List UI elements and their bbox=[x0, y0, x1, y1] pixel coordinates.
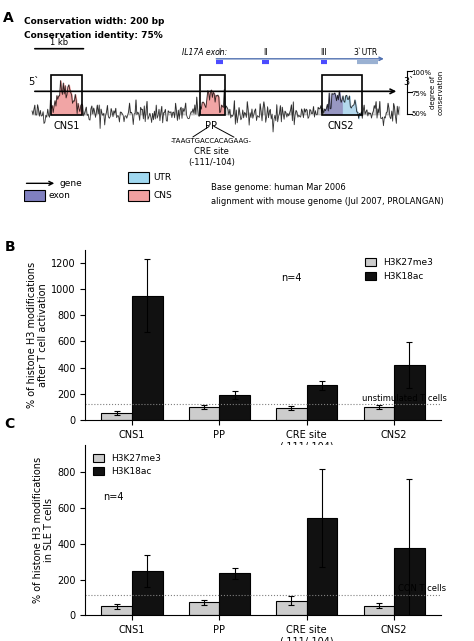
Text: III: III bbox=[320, 49, 328, 58]
Text: 3`UTR: 3`UTR bbox=[354, 49, 378, 58]
Text: PP: PP bbox=[205, 122, 218, 131]
Text: CNS2: CNS2 bbox=[328, 122, 354, 131]
Bar bbox=[200, 74, 225, 115]
Text: CON T cells: CON T cells bbox=[398, 584, 447, 593]
Text: CRE site: CRE site bbox=[194, 147, 229, 156]
Text: CNS1: CNS1 bbox=[53, 122, 80, 131]
Bar bbox=[51, 74, 82, 115]
Bar bbox=[101, 606, 132, 615]
Bar bbox=[394, 548, 425, 615]
Text: gene: gene bbox=[59, 179, 82, 188]
Text: 5`: 5` bbox=[28, 77, 39, 87]
Bar bbox=[219, 573, 250, 615]
Text: CNS: CNS bbox=[153, 191, 172, 200]
Text: -TAAGTGACCACAGAAG-: -TAAGTGACCACAGAAG- bbox=[171, 138, 252, 144]
Legend: H3K27me3, H3K18ac: H3K27me3, H3K18ac bbox=[361, 254, 436, 285]
Bar bbox=[101, 413, 132, 420]
Bar bbox=[189, 407, 219, 420]
Bar bbox=[24, 190, 45, 201]
Text: Base genome: human Mar 2006: Base genome: human Mar 2006 bbox=[211, 183, 346, 192]
Text: unstimulated T cells: unstimulated T cells bbox=[362, 394, 447, 403]
Text: Conservation width: 200 bp: Conservation width: 200 bp bbox=[24, 17, 164, 26]
Bar bbox=[394, 365, 425, 420]
Bar bbox=[364, 408, 394, 420]
Text: I: I bbox=[219, 49, 221, 58]
Text: 50%: 50% bbox=[411, 111, 427, 117]
Y-axis label: % of histone H3 modifications
in SLE T cells: % of histone H3 modifications in SLE T c… bbox=[33, 458, 55, 603]
Text: C: C bbox=[5, 417, 15, 431]
Bar bbox=[189, 603, 219, 615]
Text: Conservation identity: 75%: Conservation identity: 75% bbox=[24, 31, 163, 40]
Bar bbox=[307, 518, 337, 615]
Bar bbox=[132, 296, 163, 420]
Bar bbox=[276, 601, 307, 615]
Bar bbox=[219, 395, 250, 420]
Text: alignment with mouse genome (Jul 2007, PROLANGAN): alignment with mouse genome (Jul 2007, P… bbox=[211, 197, 444, 206]
Text: degree of
conservation: degree of conservation bbox=[430, 70, 443, 115]
Text: exon: exon bbox=[49, 191, 71, 200]
Text: A: A bbox=[3, 10, 14, 24]
Bar bbox=[322, 74, 362, 115]
Text: B: B bbox=[5, 240, 15, 254]
Text: 75%: 75% bbox=[411, 90, 427, 97]
Text: 1 kb: 1 kb bbox=[50, 38, 68, 47]
Text: n=4: n=4 bbox=[281, 272, 301, 283]
Y-axis label: % of histone H3 modifications
after T cell activation: % of histone H3 modifications after T ce… bbox=[27, 262, 48, 408]
Text: UTR: UTR bbox=[153, 173, 171, 182]
Text: II: II bbox=[264, 49, 268, 58]
Text: IL17A exon:: IL17A exon: bbox=[182, 49, 228, 58]
Text: n=4: n=4 bbox=[103, 492, 124, 502]
Bar bbox=[128, 190, 149, 201]
Bar bbox=[276, 408, 307, 420]
Legend: H3K27me3, H3K18ac: H3K27me3, H3K18ac bbox=[90, 450, 165, 480]
Text: 100%: 100% bbox=[411, 71, 432, 76]
Bar bbox=[307, 385, 337, 420]
Bar bbox=[132, 571, 163, 615]
Bar bbox=[128, 172, 149, 183]
Text: (-111/-104): (-111/-104) bbox=[188, 158, 235, 167]
Text: 3`: 3` bbox=[403, 77, 414, 87]
Bar bbox=[364, 606, 394, 615]
